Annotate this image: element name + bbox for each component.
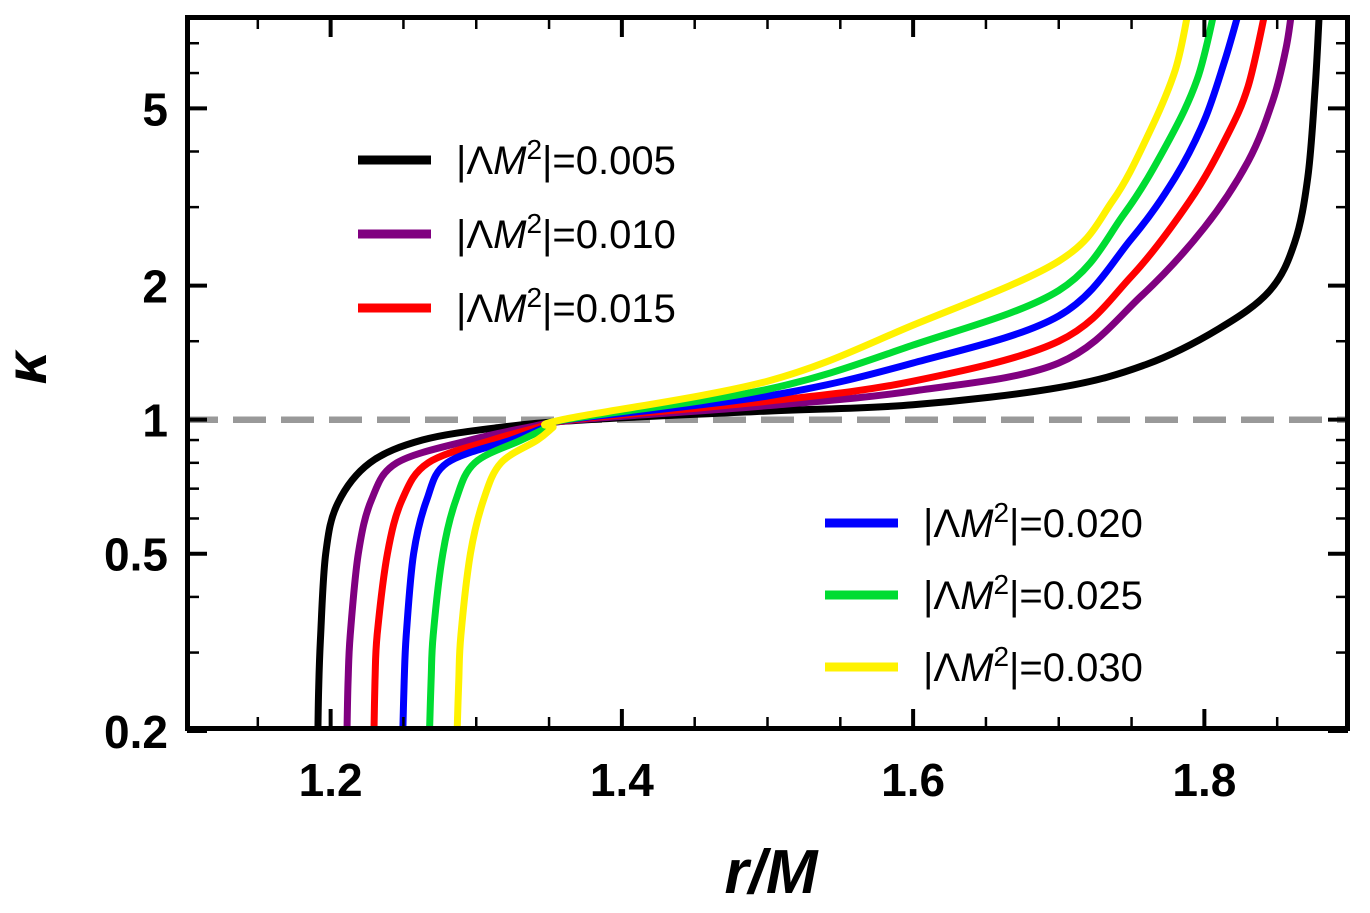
- y-tick-label-2: 2: [142, 261, 168, 313]
- y-tick-label-0.2: 0.2: [104, 706, 168, 758]
- curve-lambda-0.030: [453, 18, 1191, 731]
- legend-label-lambda-0.030: |ΛM2|=0.030: [923, 641, 1143, 690]
- legend-label-lambda-0.020: |ΛM2|=0.020: [923, 497, 1143, 546]
- legend-label-lambda-0.025: |ΛM2|=0.025: [923, 569, 1143, 618]
- curves: [314, 18, 1323, 731]
- legend-label-lambda-0.005: |ΛM2|=0.005: [456, 134, 676, 183]
- x-tick-label-1.2: 1.2: [299, 754, 363, 806]
- y-axis-label: κ: [0, 349, 59, 384]
- legend-label-lambda-0.010: |ΛM2|=0.010: [456, 208, 676, 257]
- x-ticks: [256, 17, 1279, 729]
- legend-entry-lambda-0.010: |ΛM2|=0.010: [358, 208, 676, 257]
- legend-entry-lambda-0.020: |ΛM2|=0.020: [825, 497, 1143, 546]
- legend-bottom-right: |ΛM2|=0.020 |ΛM2|=0.025 |ΛM2|=0.030: [825, 497, 1143, 690]
- x-tick-label-1.8: 1.8: [1172, 754, 1236, 806]
- legend-entry-lambda-0.025: |ΛM2|=0.025: [825, 569, 1143, 618]
- legend-entry-lambda-0.015: |ΛM2|=0.015: [358, 282, 676, 331]
- x-tick-label-1.4: 1.4: [590, 754, 654, 806]
- curve-lambda-0.005: [314, 18, 1323, 731]
- y-tick-label-0.5: 0.5: [104, 529, 168, 581]
- y-tick-labels: 5 2 1 0.5 0.2: [104, 83, 168, 758]
- curve-lambda-0.010: [343, 18, 1295, 731]
- legend-entry-lambda-0.005: |ΛM2|=0.005: [358, 134, 676, 183]
- y-tick-label-5: 5: [142, 83, 168, 135]
- legend-label-lambda-0.015: |ΛM2|=0.015: [456, 282, 676, 331]
- curve-lambda-0.025: [426, 18, 1217, 731]
- x-axis-label: r/M: [725, 838, 819, 907]
- legend-entry-lambda-0.030: |ΛM2|=0.030: [825, 641, 1143, 690]
- x-tick-labels: 1.2 1.4 1.6 1.8: [299, 754, 1237, 806]
- legend-top-left: |ΛM2|=0.005 |ΛM2|=0.010 |ΛM2|=0.015: [358, 134, 676, 331]
- y-tick-label-1: 1: [142, 395, 168, 447]
- y-ticks: [187, 16, 1348, 733]
- x-tick-label-1.6: 1.6: [881, 754, 945, 806]
